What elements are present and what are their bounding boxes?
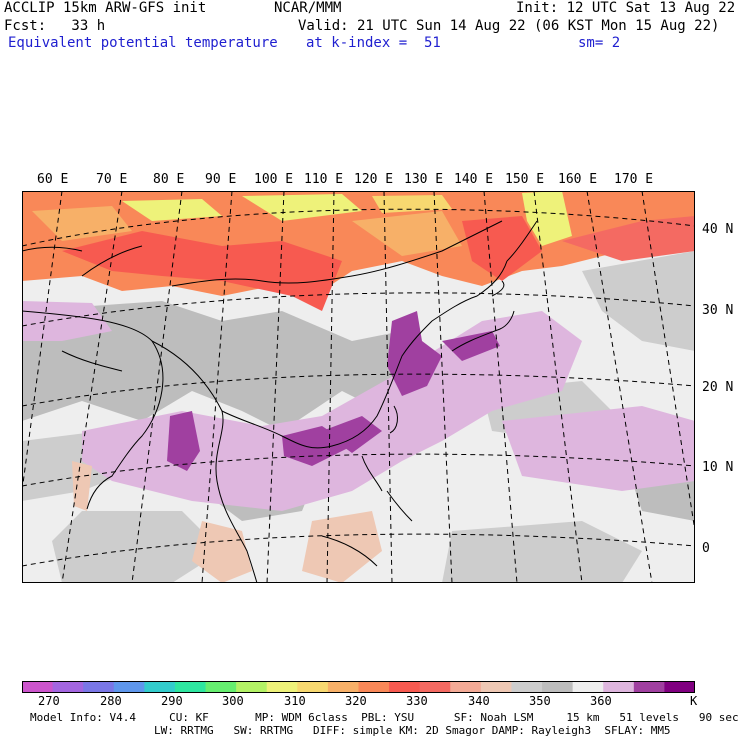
lon-label: 120 E (354, 172, 394, 187)
lat-label: 40 N (702, 222, 734, 237)
lat-label: 10 N (702, 460, 734, 475)
colorbar-label: 360 (590, 694, 612, 708)
colorbar-label: 350 (529, 694, 551, 708)
salmon-region (32, 206, 132, 241)
colorbar-swatch (480, 681, 512, 693)
colorbar-swatch (236, 681, 268, 693)
colorbar-swatch (144, 681, 176, 693)
yellow-region (372, 195, 452, 213)
colorbar-swatch (327, 681, 359, 693)
colorbar-label: 310 (284, 694, 306, 708)
theta-e-map (22, 191, 695, 583)
forecast-hour: Fcst: 33 h (4, 18, 106, 34)
colorbar-swatch (113, 681, 145, 693)
colorbar-swatch (358, 681, 390, 693)
colorbar-label: 320 (345, 694, 367, 708)
init-time: Init: 12 UTC Sat 13 Aug 22 (516, 0, 736, 16)
lon-label: 140 E (454, 172, 494, 187)
colorbar-label: 340 (468, 694, 490, 708)
lon-label: 160 E (558, 172, 598, 187)
pink-region (192, 521, 252, 583)
red-region (562, 216, 695, 261)
lon-label: 70 E (96, 172, 128, 187)
red-region (462, 216, 542, 281)
purple-region (387, 311, 442, 396)
grey-region (582, 251, 695, 351)
lat-label: 0 (702, 541, 710, 556)
light-purple-region (502, 406, 695, 491)
colorbar-swatch (511, 681, 543, 693)
colorbar-swatch (572, 681, 604, 693)
colorbar-label: 270 (38, 694, 60, 708)
pink-region (302, 511, 382, 583)
model-info-line2: LW: RRTMG SW: RRTMG DIFF: simple KM: 2D … (154, 724, 671, 737)
lat-label: 20 N (702, 380, 734, 395)
smoothing-label: sm= 2 (578, 35, 621, 51)
colorbar-swatch (542, 681, 574, 693)
grey-region (52, 511, 222, 583)
colorbar-label: 280 (100, 694, 122, 708)
salmon-region (352, 211, 462, 256)
lon-label: 90 E (205, 172, 237, 187)
colorbar-swatch (297, 681, 329, 693)
purple-region (167, 411, 200, 471)
light-purple-region (22, 301, 112, 341)
lon-label: 80 E (153, 172, 185, 187)
org-label: NCAR/MMM (274, 0, 342, 16)
lon-label: 170 E (614, 172, 654, 187)
purple-region (322, 416, 382, 453)
colorbar-swatch (389, 681, 421, 693)
yellow-region (522, 191, 572, 246)
colorbar-swatch (22, 681, 54, 693)
colorbar-label: 330 (406, 694, 428, 708)
valid-time: Valid: 21 UTC Sun 14 Aug 22 (06 KST Mon … (298, 18, 720, 34)
model-title: ACCLIP 15km ARW-GFS init (4, 0, 207, 16)
graticule (22, 191, 695, 583)
colorbar-swatch (633, 681, 665, 693)
colorbar-swatch (603, 681, 635, 693)
lon-label: 60 E (37, 172, 69, 187)
colorbar-swatch (450, 681, 482, 693)
colorbar-swatch (174, 681, 207, 693)
field-name: Equivalent potential temperature (8, 35, 278, 51)
colorbar-label: 300 (222, 694, 244, 708)
colorbar-swatch (52, 681, 84, 693)
colorbar-swatch (419, 681, 451, 693)
yellow-region (122, 199, 222, 221)
grey-region (22, 301, 442, 431)
level-label: at k-index = 51 (306, 35, 441, 51)
yellow-region (242, 194, 362, 221)
colorbar-label: 290 (161, 694, 183, 708)
lon-label: 110 E (304, 172, 344, 187)
lat-label: 30 N (702, 303, 734, 318)
colorbar-swatch (83, 681, 115, 693)
light-purple-region (82, 311, 582, 511)
colorbar-unit: K (690, 694, 698, 708)
colorbar-swatch (664, 681, 695, 693)
model-info-line1: Model Info: V4.4 CU: KF MP: WDM 6class P… (30, 711, 739, 724)
lon-label: 130 E (404, 172, 444, 187)
purple-region (442, 331, 500, 361)
pink-region (72, 461, 92, 511)
colorbar-swatch (266, 681, 298, 693)
red-region (62, 231, 342, 311)
lon-label: 150 E (505, 172, 545, 187)
colorbar-swatch (205, 681, 237, 693)
color-bar (22, 681, 695, 693)
lon-label: 100 E (254, 172, 294, 187)
grey-region (442, 521, 642, 583)
